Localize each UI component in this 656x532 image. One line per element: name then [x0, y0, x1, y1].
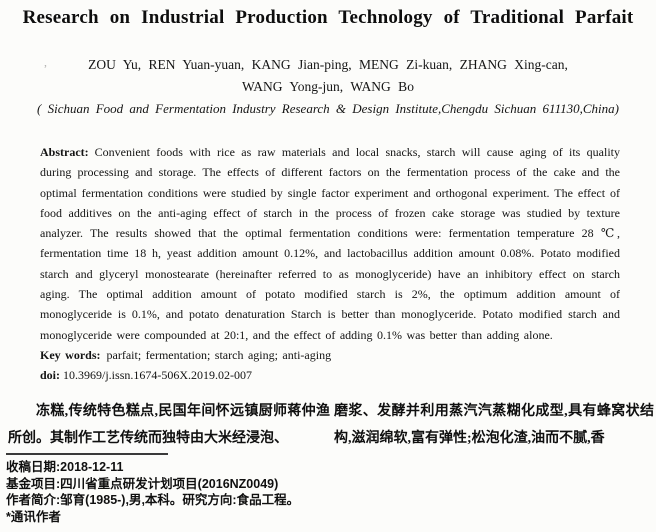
keywords-label: Key words:	[40, 347, 101, 362]
footnote-label: 基金项目:	[6, 476, 61, 491]
affiliation: ( Sichuan Food and Fermentation Industry…	[37, 101, 619, 116]
chinese-body-left-column: 冻糕,传统特色糕点,民国年间怀远镇厨师蒋仲渔所创。其制作工艺传统而独特由大米经浸…	[8, 404, 330, 446]
doi-label: doi:	[40, 368, 61, 383]
abstract-text: Convenient foods with rice as raw materi…	[40, 145, 620, 342]
footnote-label: 收稿日期:	[6, 460, 61, 474]
scan-artifact-mark: ,	[44, 55, 47, 69]
footnote-divider	[6, 453, 168, 455]
keywords-line: Key words: parfait; fermentation; starch …	[40, 345, 620, 365]
footnote-label: *通讯作者	[6, 509, 61, 524]
footnote-text: 四川省重点研发计划项目(2016NZ0049)	[60, 476, 279, 491]
abstract-label: Abstract:	[40, 145, 89, 159]
authors-line-2: WANG Yong-jun, WANG Bo	[242, 79, 414, 94]
doi-text: 10.3969/j.issn.1674-506X.2019.02-007	[63, 368, 253, 383]
authors-line-1: ZOU Yu, REN Yuan-yuan, KANG Jian-ping, M…	[88, 57, 568, 72]
doi-line: doi: 10.3969/j.issn.1674-506X.2019.02-007	[40, 365, 620, 385]
footnote-label: 作者简介:	[6, 493, 61, 507]
footnote-text: 邹育(1985-),男,本科。研究方向:食品工程。	[60, 493, 300, 507]
footnotes-block: 收稿日期:2018-12-11 基金项目:四川省重点研发计划项目(2016NZ0…	[6, 459, 486, 525]
footnote-fund-project: 基金项目:四川省重点研发计划项目(2016NZ0049)	[6, 476, 486, 493]
abstract-paragraph: Abstract: Convenient foods with rice as r…	[40, 142, 620, 345]
chinese-body-right-column: 磨浆、发酵并利用蒸汽汽蒸糊化成型,具有蜂窝状结构,滋润绵软,富有弹性;松泡化渣,…	[334, 404, 654, 446]
footnote-corresponding-author: *通讯作者	[6, 509, 486, 526]
chinese-body: 冻糕,传统特色糕点,民国年间怀远镇厨师蒋仲渔所创。其制作工艺传统而独特由大米经浸…	[0, 398, 656, 454]
paper-title: Research on Industrial Production Techno…	[22, 7, 634, 28]
abstract-block: Abstract: Convenient foods with rice as r…	[40, 142, 620, 386]
keywords-text: parfait; fermentation; starch aging; ant…	[106, 347, 332, 362]
footnote-received-date: 收稿日期:2018-12-11	[6, 459, 486, 476]
footnote-text: 2018-12-11	[60, 460, 124, 474]
footnote-author-bio: 作者简介:邹育(1985-),男,本科。研究方向:食品工程。	[6, 492, 486, 509]
